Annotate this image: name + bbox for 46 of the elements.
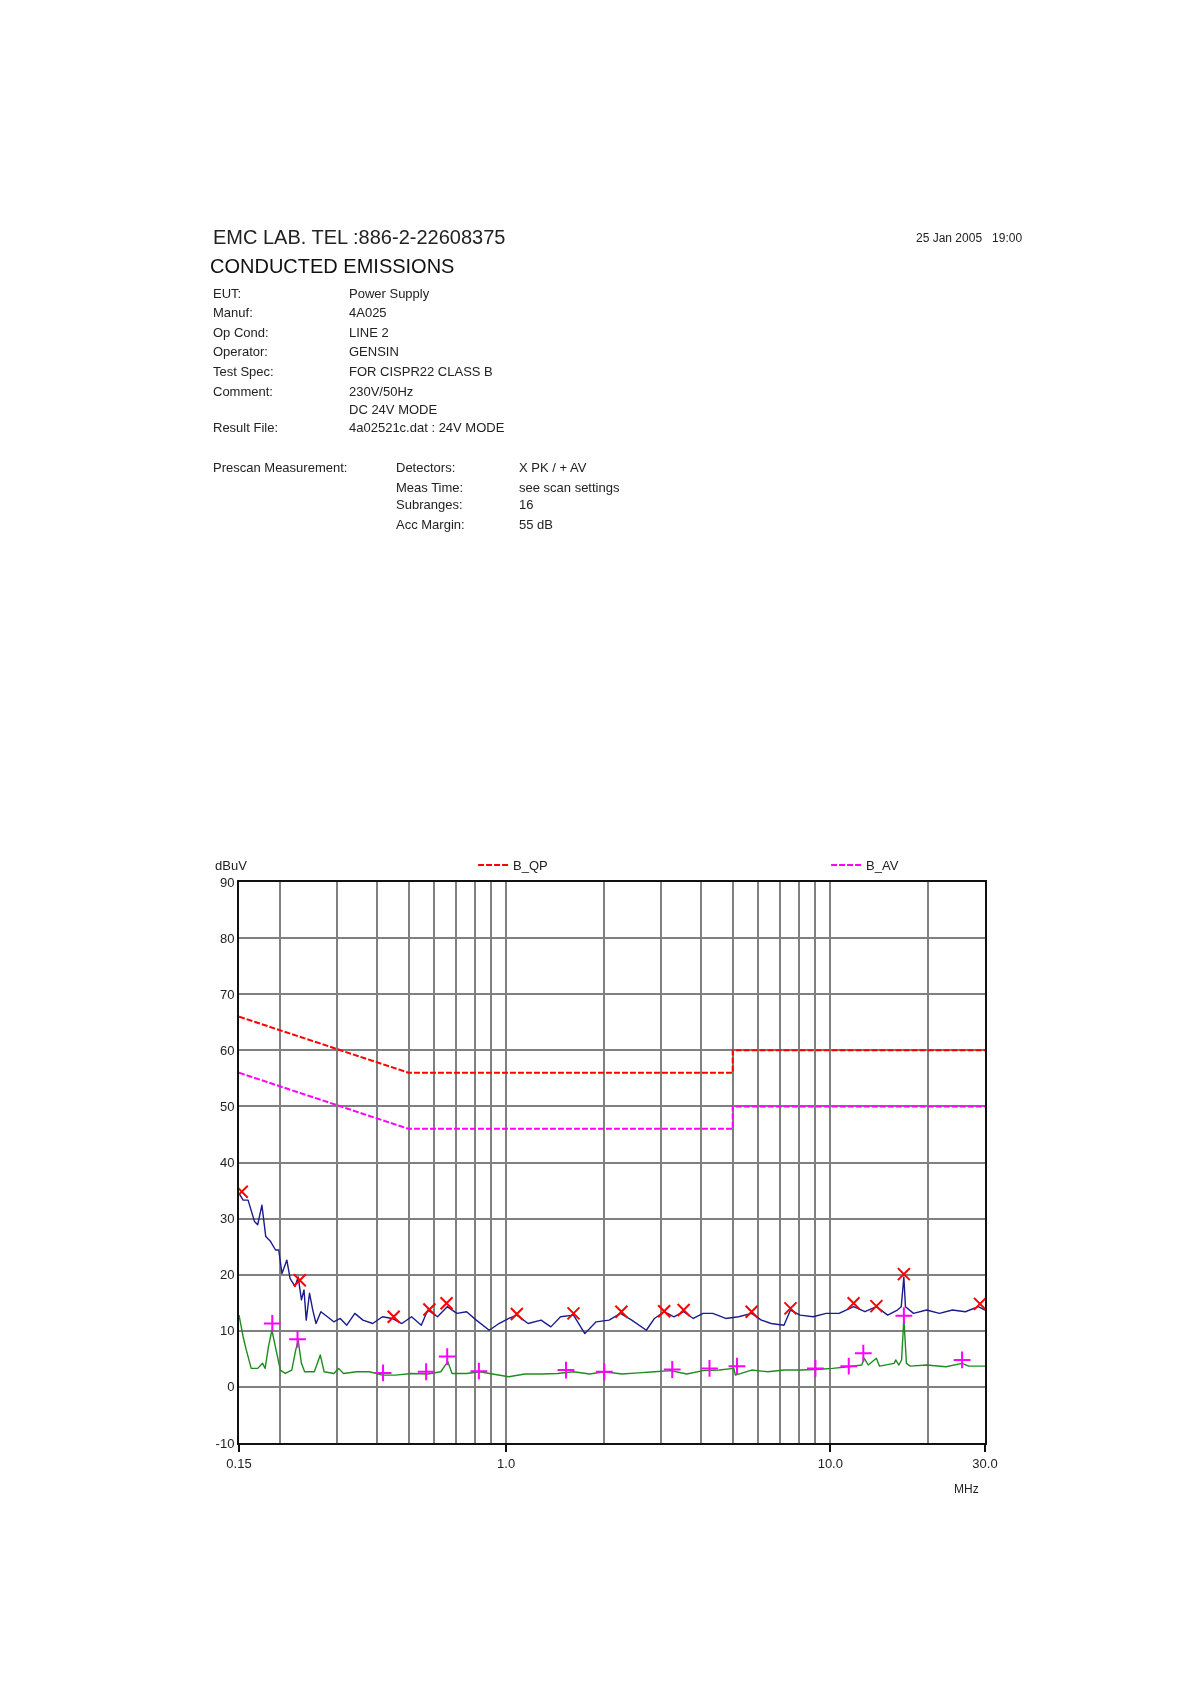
text: 4a02521c.dat : 24V MODE [349,420,505,435]
text: Prescan Measurement: [213,460,348,475]
y-tick-label: 80 [219,930,235,946]
chart-title: CONDUCTED EMISSIONS [210,255,455,277]
y-tick-label: 20 [219,1267,235,1283]
text: Comment: [213,384,273,399]
y-tick-label: 90 [219,874,235,890]
legend-label: B_QP [513,858,548,874]
y-tick-label: 50 [219,1098,235,1114]
text: GENSIN [349,344,399,359]
text: see scan settings [519,480,620,495]
text: 16 [519,497,534,512]
y-axis-title: dBuV [215,858,248,873]
text: Operator: [213,344,268,359]
text: 230V/50Hz [349,384,414,399]
y-tick-label: 30 [219,1211,235,1227]
text: FOR CISPR22 CLASS B [349,364,493,379]
x-tick-label: 30.0 [972,1455,998,1471]
text: Test Spec: [213,364,274,379]
text: LINE 2 [349,325,389,340]
y-tick-label: 40 [219,1155,235,1171]
text: Op Cond: [213,325,269,340]
text: EUT: [213,286,242,301]
y-tick-label: -10 [215,1435,235,1451]
text: DC 24V MODE [349,402,438,417]
text: Acc Margin: [396,517,465,532]
text: 55 dB [519,517,553,532]
x-tick-label: 0.15 [226,1455,252,1471]
x-tick-label: 10.0 [817,1455,843,1471]
y-tick-label: 70 [219,986,235,1002]
y-tick-label: 60 [219,1042,235,1058]
text: EMC LAB. TEL :886-2-22608375 [213,226,506,248]
y-tick-label: 10 [219,1323,235,1339]
text: Manuf: [213,305,253,320]
text: Detectors: [396,460,456,475]
text: Meas Time: [396,480,464,495]
text: X PK / + AV [519,460,587,475]
x-tick-label: 1.0 [497,1455,516,1471]
text: Subranges: [396,497,463,512]
text: 4A025 [349,305,387,320]
y-tick-label: 0 [227,1379,235,1395]
text: Result File: [213,420,279,435]
text: Power Supply [349,286,430,301]
legend-label: B_AV [866,858,899,874]
text: 25 Jan 2005 19:00 [916,231,1023,245]
x-axis-title: MHz [954,1482,979,1496]
